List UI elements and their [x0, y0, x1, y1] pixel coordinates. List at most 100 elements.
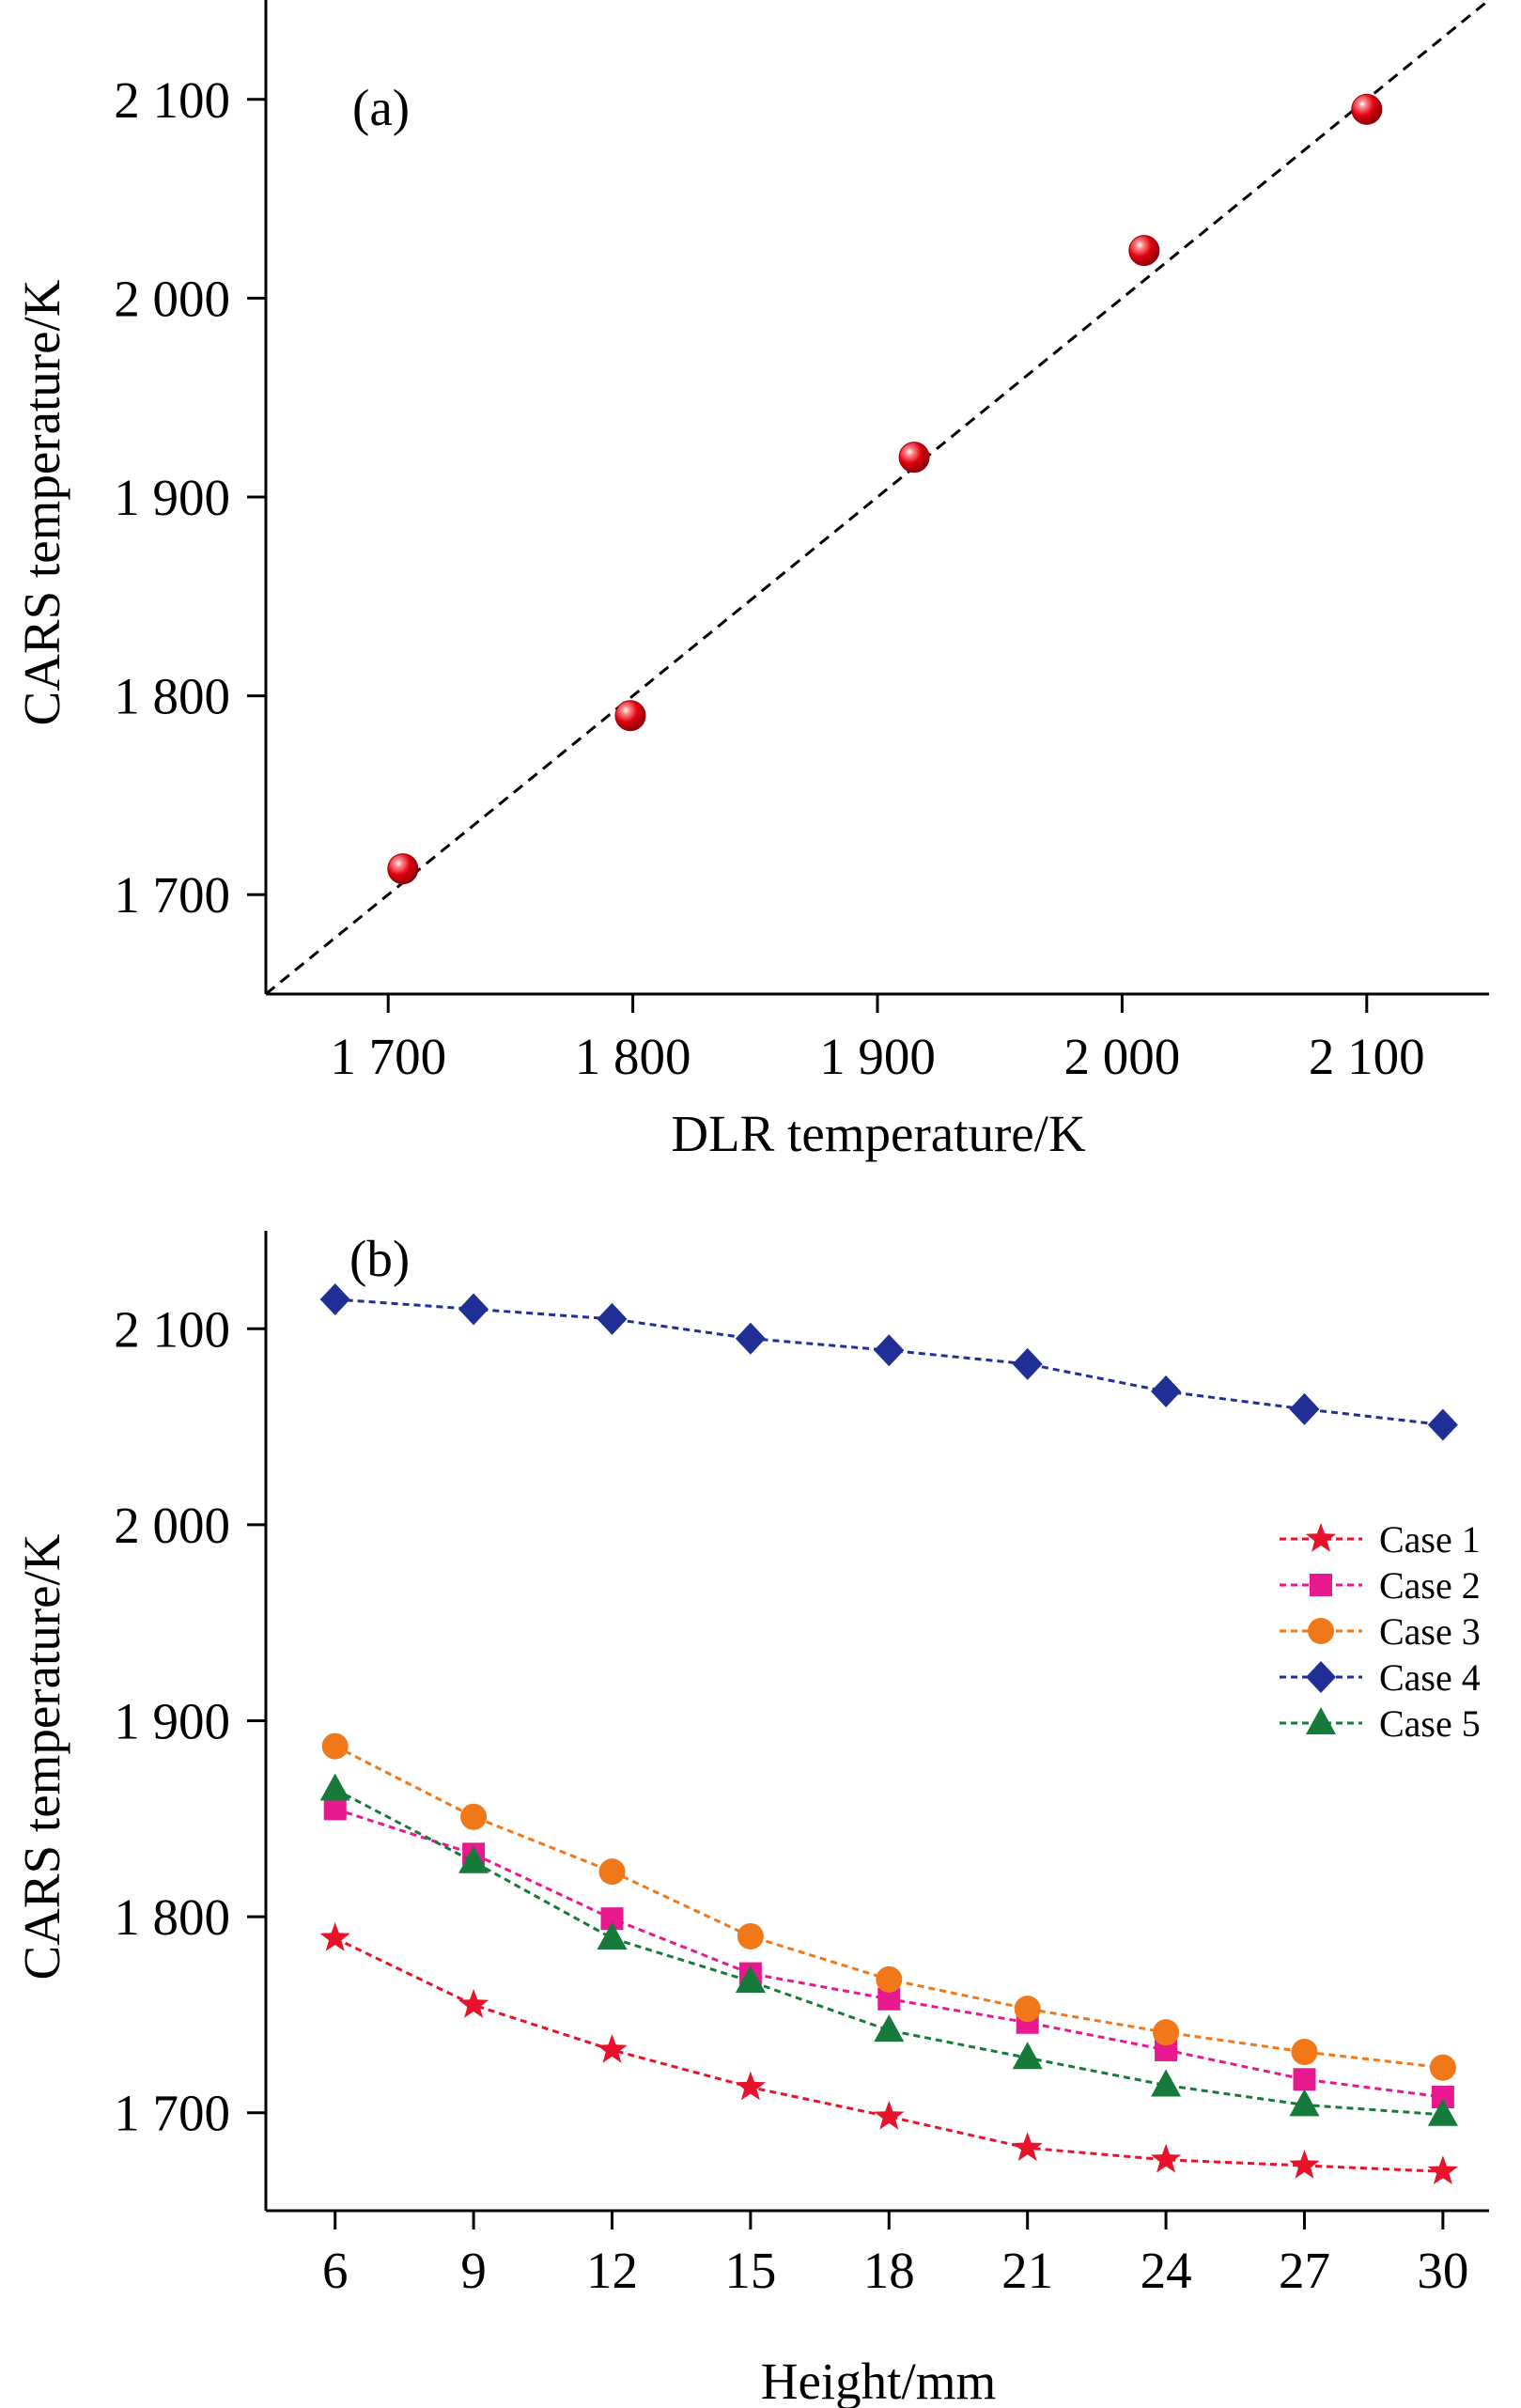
chart-panel-a: 1 700 1 800 1 900 2 000 2 100 1 700 1 800 1 900… — [13, 0, 1490, 1162]
series-line — [334, 1807, 1444, 2099]
series-point — [460, 1803, 488, 1830]
series-point — [323, 1797, 347, 1821]
series-point — [1151, 1375, 1182, 1408]
axes-b: 6 9 12 15 18 21 24 27 30 1 700 1 800 1 900 2 000 2 10… — [114, 1231, 1489, 2299]
chart-panel-b: 6 9 12 15 18 21 24 27 30 1 700 1 800 1 900 2 000 2 10… — [13, 1230, 1489, 2408]
x-tick-label-a: 1 900 — [819, 1028, 936, 1085]
series-case-3 — [321, 1732, 1456, 2081]
series-point — [1012, 2042, 1043, 2070]
series-point — [1012, 1347, 1043, 1380]
x-tick-label-a: 2 000 — [1064, 1028, 1181, 1085]
series-point — [876, 1965, 903, 1993]
x-tick-label-b: 21 — [1001, 2242, 1053, 2299]
data-point — [1128, 235, 1160, 267]
legend-label: Case 5 — [1379, 1702, 1481, 1745]
series-case-1 — [319, 1922, 1458, 2184]
legend-item: Case 5 — [1280, 1702, 1481, 1745]
series-point — [874, 2100, 905, 2130]
series-point — [321, 1732, 349, 1760]
series-point — [1151, 2069, 1182, 2097]
data-point — [1351, 93, 1383, 125]
series-point — [874, 1334, 905, 1367]
x-axis-title-a: DLR temperature/K — [671, 1105, 1086, 1162]
data-point — [614, 700, 646, 732]
series-point — [319, 1283, 350, 1316]
series-case-5 — [319, 1773, 1458, 2126]
panel-label-a: (a) — [352, 79, 410, 136]
series-case-2 — [323, 1797, 1454, 2109]
x-tick-label-b: 12 — [586, 2242, 638, 2299]
series-point — [1291, 2039, 1318, 2066]
y-axis-title-a: CARS temperature/K — [13, 279, 70, 725]
y-tick-label-b: 1 800 — [114, 1888, 230, 1946]
series-point — [597, 1302, 628, 1335]
data-point — [387, 853, 419, 885]
series-point — [737, 1922, 764, 1950]
y-tick-label-b: 1 900 — [114, 1693, 230, 1750]
y-axis-title-b: CARS temperature/K — [13, 1533, 70, 1980]
series-point — [735, 1965, 766, 1993]
x-tick-label-b: 18 — [863, 2242, 915, 2299]
legend-marker — [1310, 1574, 1332, 1596]
legend-marker — [1306, 1661, 1336, 1693]
series-point — [1289, 2089, 1320, 2117]
legend-item: Case 3 — [1280, 1610, 1481, 1653]
x-tick-label-b: 6 — [322, 2242, 349, 2299]
series-point — [1289, 1392, 1320, 1425]
legend-label: Case 1 — [1379, 1518, 1481, 1561]
series-point — [1014, 1996, 1041, 2023]
y-tick-label-a: 2 100 — [114, 71, 230, 129]
series-point — [458, 1845, 489, 1873]
series-point — [1427, 2155, 1458, 2184]
y-tick-label-b: 1 700 — [114, 2085, 230, 2142]
y-tick-label-a: 1 800 — [114, 668, 230, 725]
y-tick-label-b: 2 000 — [114, 1497, 230, 1554]
series-point — [458, 1989, 489, 2018]
series-point — [735, 2071, 767, 2101]
series-point — [458, 1293, 489, 1326]
data-point — [898, 442, 930, 474]
x-tick-label-a: 2 100 — [1309, 1028, 1425, 1085]
series-point — [597, 2033, 628, 2063]
x-tick-label-b: 15 — [724, 2242, 776, 2299]
series-point — [319, 1773, 350, 1801]
series-point — [735, 1322, 766, 1355]
series-point — [598, 1858, 626, 1886]
series-point — [1293, 2068, 1316, 2091]
legend-marker — [1308, 1618, 1334, 1644]
x-tick-label-b: 27 — [1279, 2242, 1330, 2299]
x-tick-label-a: 1 700 — [330, 1028, 446, 1085]
legend-item: Case 4 — [1280, 1656, 1481, 1699]
x-axis-title-b: Height/mm — [761, 2353, 997, 2408]
series-point — [319, 1922, 350, 1951]
series-point — [874, 2014, 905, 2043]
legend-item: Case 2 — [1280, 1564, 1481, 1607]
series-point — [1289, 2150, 1320, 2179]
y-tick-label-a: 2 000 — [114, 270, 230, 327]
series-point — [1150, 2143, 1182, 2173]
series-point — [597, 1922, 628, 1950]
x-tick-label-b: 24 — [1141, 2242, 1192, 2299]
series-point — [1427, 2098, 1458, 2126]
legend-label: Case 2 — [1379, 1564, 1481, 1607]
legend-marker — [1305, 1523, 1337, 1552]
axes-a: 1 700 1 800 1 900 2 000 2 100 1 700 1 800 1 900… — [114, 0, 1490, 1085]
series-point — [1429, 2054, 1456, 2081]
y-tick-label-b: 2 100 — [114, 1300, 230, 1358]
x-tick-label-b: 9 — [460, 2242, 487, 2299]
y-tick-label-a: 1 900 — [114, 469, 230, 526]
legend-marker — [1306, 1707, 1336, 1734]
series-point — [1012, 2132, 1043, 2161]
legend-item: Case 1 — [1280, 1518, 1481, 1561]
series-line — [334, 1788, 1444, 2117]
panel-label-b: (b) — [349, 1230, 410, 1287]
x-tick-label-a: 1 800 — [575, 1028, 691, 1085]
legend-label: Case 3 — [1379, 1610, 1481, 1653]
series-point — [1427, 1408, 1458, 1441]
y-tick-label-a: 1 700 — [114, 866, 230, 924]
series-point — [1153, 2019, 1180, 2046]
x-tick-label-b: 30 — [1417, 2242, 1468, 2299]
series-case-4 — [319, 1283, 1458, 1441]
